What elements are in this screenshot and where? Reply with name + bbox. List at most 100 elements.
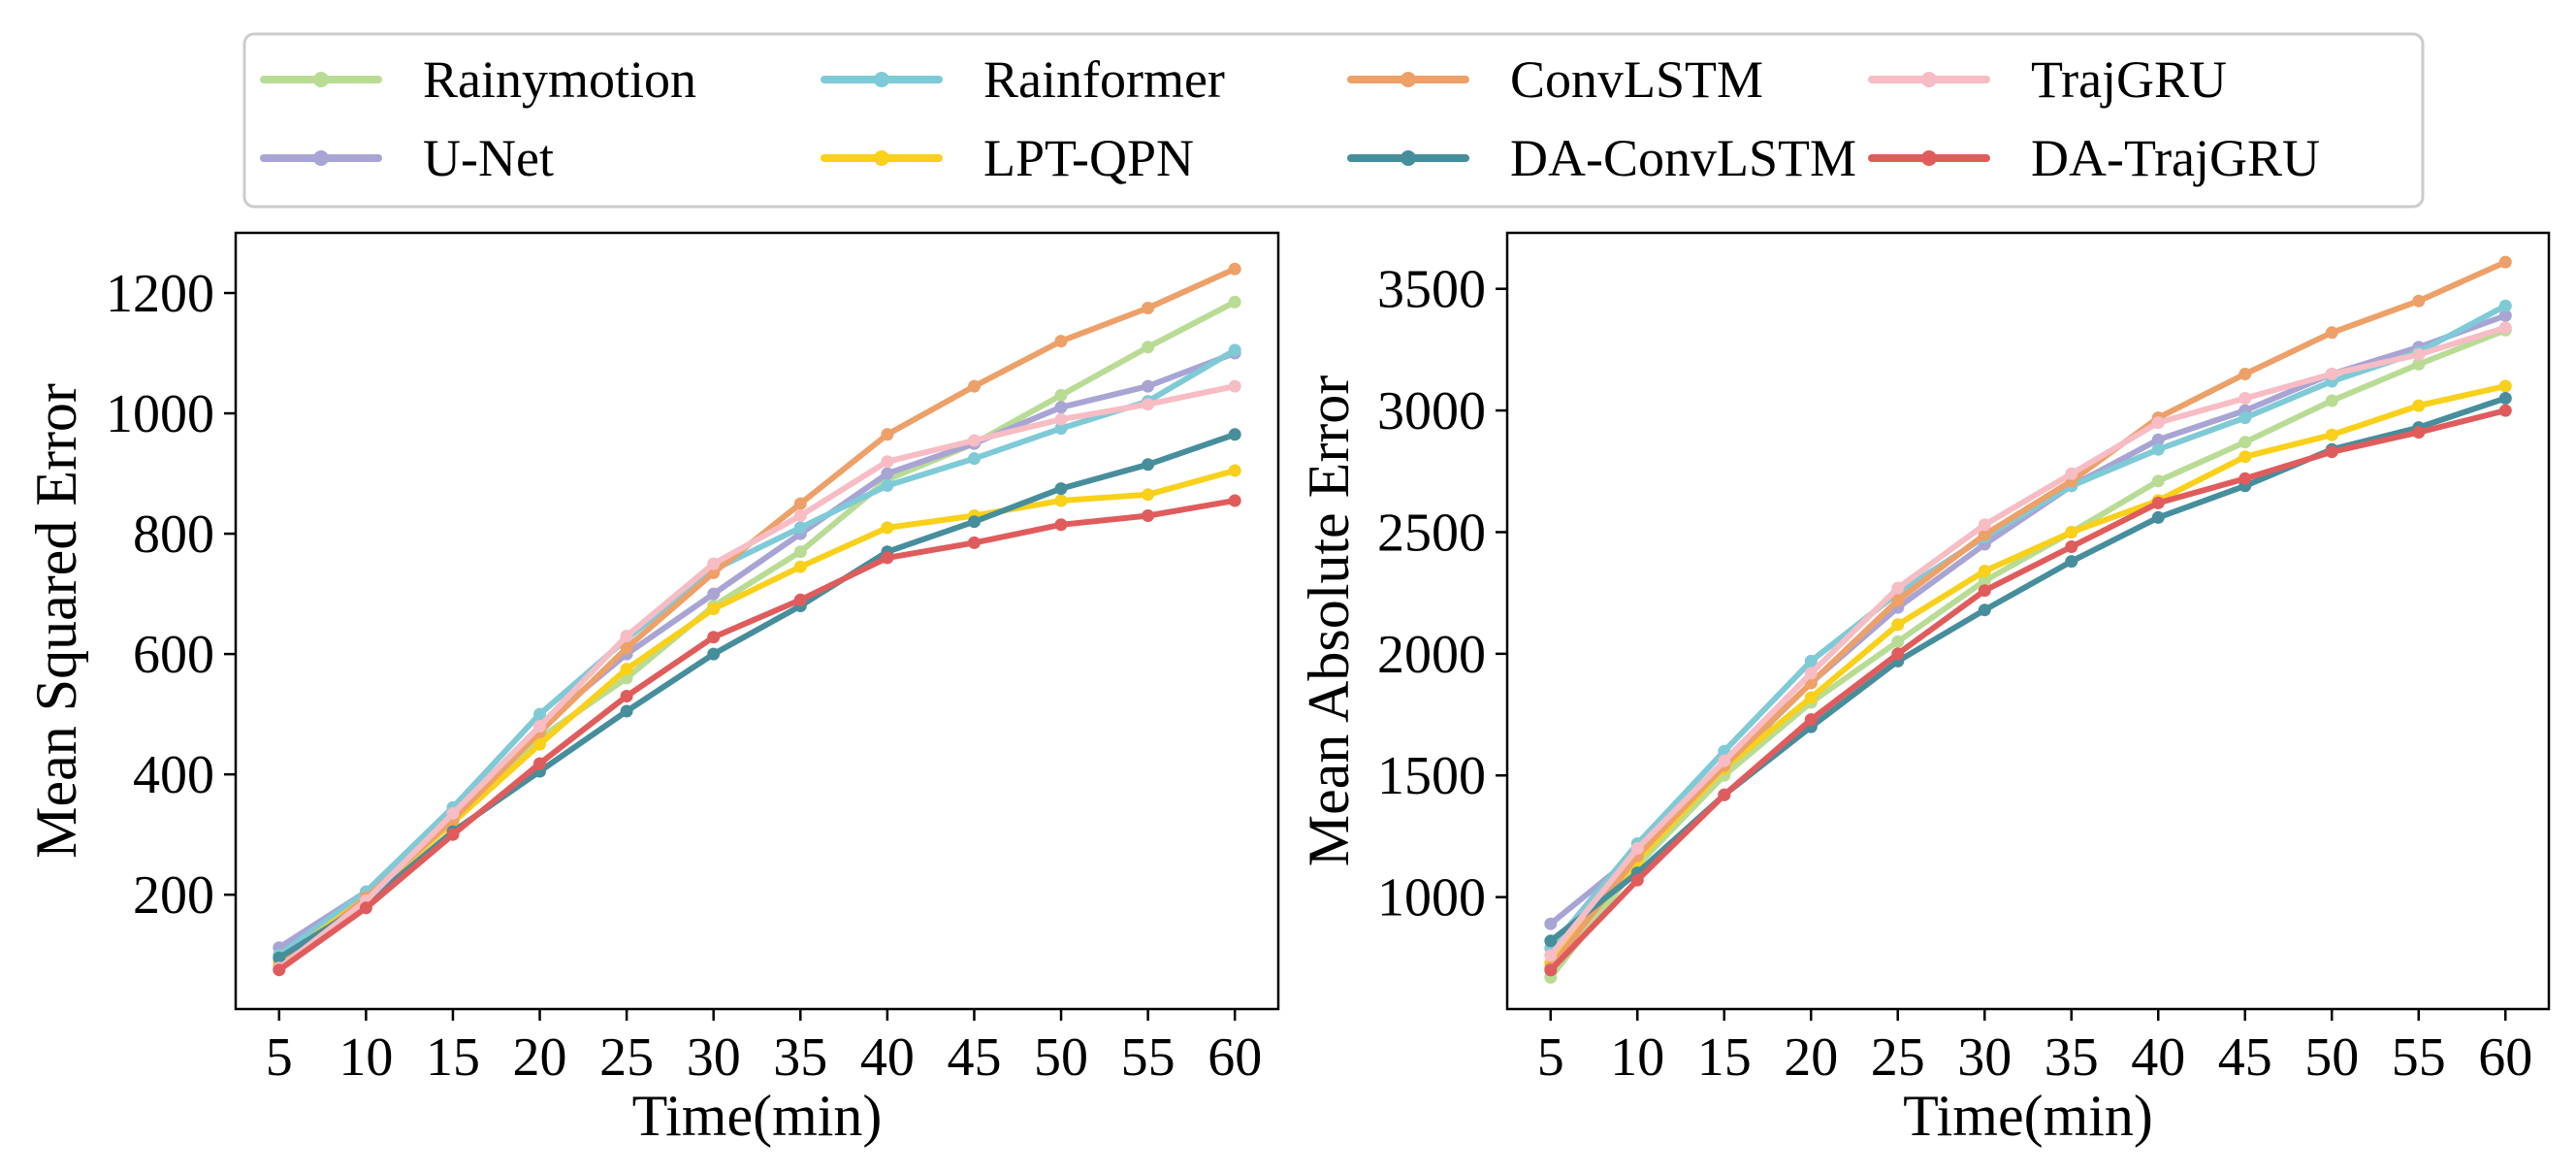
x-tick-label: 10 — [1610, 1027, 1664, 1088]
y-tick-label: 1000 — [106, 384, 214, 444]
data-point — [1228, 428, 1241, 441]
data-point — [620, 630, 633, 642]
legend-label: U-Net — [423, 129, 554, 187]
x-tick-label: 30 — [1957, 1027, 2012, 1088]
data-point — [2238, 450, 2252, 464]
data-point — [2325, 394, 2338, 407]
legend-entry-trajgru: TrajGRU — [1868, 50, 2227, 109]
data-point — [1054, 518, 1068, 532]
data-point — [2065, 540, 2078, 553]
data-point — [2238, 411, 2252, 425]
data-point — [2325, 368, 2338, 380]
data-point — [359, 901, 372, 915]
x-tick-label: 60 — [2478, 1027, 2532, 1088]
data-point — [1804, 691, 1818, 704]
data-point — [881, 467, 894, 480]
data-point — [2238, 392, 2252, 405]
legend-label: Rainformer — [983, 50, 1225, 109]
data-point — [968, 536, 981, 549]
data-point — [2065, 555, 2078, 569]
data-point — [446, 828, 460, 841]
x-tick-label: 40 — [860, 1027, 915, 1088]
data-point — [2238, 368, 2252, 380]
data-point — [2412, 399, 2426, 412]
data-point — [2498, 392, 2512, 405]
data-point — [1891, 594, 1905, 607]
data-point — [1544, 963, 1558, 977]
data-point — [2412, 357, 2426, 371]
data-point — [620, 641, 633, 655]
legend-label: TrajGRU — [2031, 50, 2227, 109]
y-tick-label: 800 — [133, 505, 214, 565]
x-tick-label: 25 — [599, 1027, 654, 1088]
data-point — [1228, 379, 1241, 393]
data-point — [620, 704, 633, 718]
legend-entry-u-net: U-Net — [260, 129, 554, 187]
y-tick-label: 400 — [133, 745, 214, 805]
legend-entry-rainformer: Rainformer — [821, 50, 1225, 109]
legend-label: Rainymotion — [423, 50, 696, 109]
data-point — [1142, 509, 1155, 522]
series-trajgru — [1544, 321, 2512, 962]
series-da-trajgru — [1544, 404, 2512, 977]
legend-entry-lpt-qpn: LPT-QPN — [821, 129, 1194, 187]
data-point — [1142, 488, 1155, 502]
x-tick-label: 20 — [1784, 1027, 1838, 1088]
y-tick-label: 1000 — [1377, 868, 1486, 929]
series-line-rainformer — [275, 346, 1239, 959]
series-line-rainformer — [1547, 303, 2509, 952]
data-point — [2498, 379, 2512, 393]
legend-marker — [1401, 72, 1416, 87]
data-point — [1978, 528, 1991, 541]
data-point — [2151, 442, 2165, 456]
legend-marker — [313, 72, 329, 87]
data-point — [2412, 347, 2426, 361]
data-point — [707, 647, 721, 661]
data-point — [1054, 482, 1068, 496]
x-tick-label: 35 — [773, 1027, 827, 1088]
series-line-trajgru — [1547, 324, 2509, 959]
x-tick-label: 45 — [947, 1027, 1001, 1088]
data-point — [1718, 788, 1731, 801]
data-point — [881, 428, 894, 441]
legend: Rainymotion Rainformer ConvLSTM TrajGRU U-Ne… — [242, 32, 2425, 209]
data-point — [1054, 388, 1068, 402]
data-point — [793, 593, 807, 606]
data-point — [1891, 581, 1905, 595]
x-tick-label: 50 — [2304, 1027, 2359, 1088]
data-point — [273, 951, 286, 964]
data-point — [881, 479, 894, 492]
y-tick-label: 2500 — [1377, 503, 1486, 563]
y-axis-label: Mean Absolute Error — [1297, 375, 1361, 867]
data-point — [968, 515, 981, 529]
data-point — [533, 757, 546, 770]
data-point — [2498, 299, 2512, 312]
data-point — [2151, 433, 2165, 446]
data-point — [2238, 472, 2252, 485]
x-tick-label: 50 — [1034, 1027, 1088, 1088]
data-point — [1228, 464, 1241, 477]
data-point — [793, 497, 807, 510]
data-point — [1630, 873, 1644, 887]
data-point — [2498, 321, 2512, 335]
series-line-convlstm — [1547, 259, 2509, 971]
data-point — [1544, 917, 1558, 930]
data-point — [446, 806, 460, 820]
x-tick-label: 55 — [1121, 1027, 1175, 1088]
series-line-trajgru — [275, 383, 1239, 971]
series-da-trajgru — [273, 494, 1241, 977]
data-point — [533, 707, 546, 721]
y-tick-label: 3500 — [1377, 260, 1486, 320]
data-point — [1804, 667, 1818, 680]
legend-entry-da-convlstm: DA-ConvLSTM — [1347, 129, 1856, 187]
data-point — [2151, 510, 2165, 524]
data-point — [1544, 949, 1558, 962]
y-tick-label: 3000 — [1377, 381, 1486, 441]
data-point — [707, 603, 721, 616]
legend-entry-da-trajgru: DA-TrajGRU — [1868, 129, 2320, 187]
data-point — [1054, 401, 1068, 414]
x-tick-label: 35 — [2045, 1027, 2099, 1088]
data-point — [881, 521, 894, 535]
x-axis-label: Time(min) — [1903, 1084, 2153, 1148]
data-point — [1978, 565, 1991, 578]
